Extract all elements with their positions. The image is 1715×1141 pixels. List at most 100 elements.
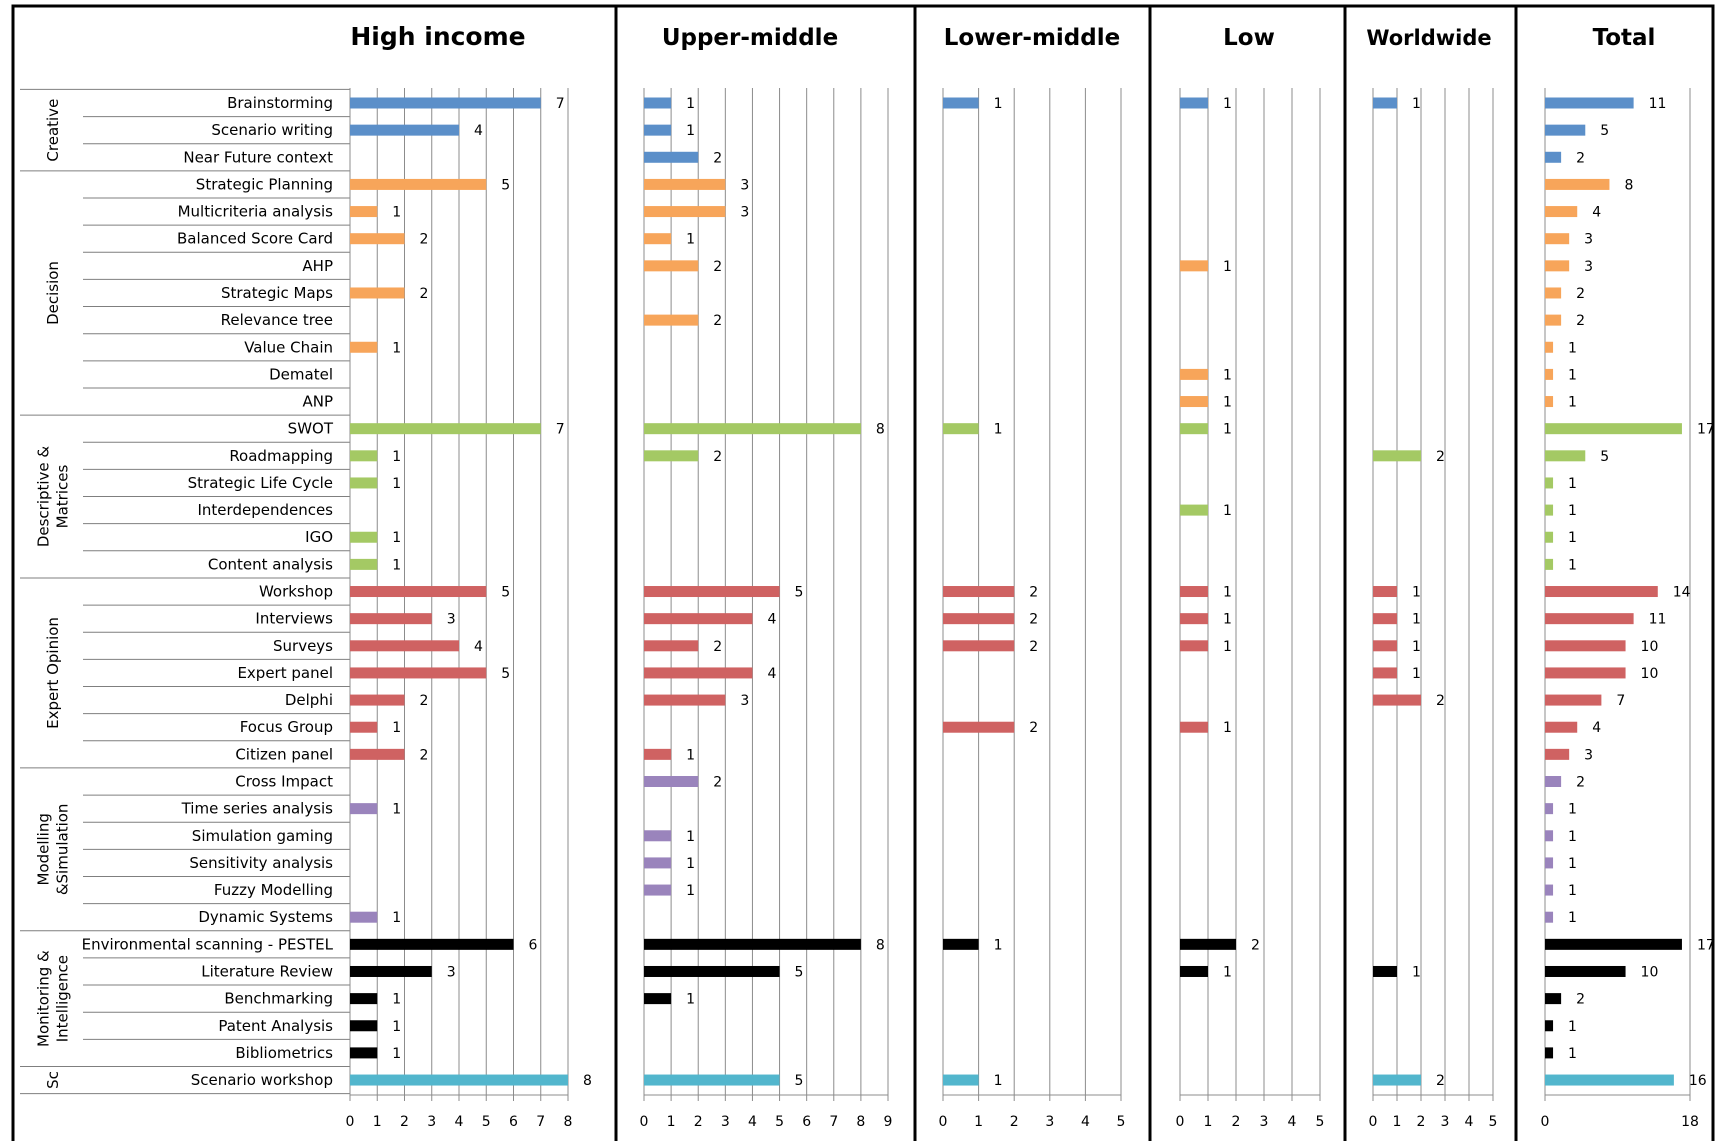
category-label: Interdependences — [198, 501, 334, 519]
bar — [350, 531, 378, 543]
data-label: 3 — [740, 205, 749, 221]
data-label: 1 — [392, 205, 401, 221]
tick-label: 5 — [1316, 1114, 1325, 1130]
data-label: 1 — [686, 96, 695, 112]
category-label: Strategic Planning — [196, 175, 333, 193]
data-label: 8 — [876, 422, 885, 438]
data-label: 8 — [1624, 177, 1633, 193]
bar — [644, 423, 861, 435]
panel-high-income: High income 0 1 2 3 4 5 6 7 8 7 4 5 1 2 2 1 7 1 1 1 1 5 3 4 5 2 1 2 1… — [346, 22, 592, 1130]
data-label: 1 — [1568, 910, 1577, 926]
tick-label: 1 — [1393, 1114, 1402, 1130]
data-label: 5 — [501, 177, 510, 193]
bar — [644, 206, 726, 218]
data-label: 1 — [1568, 802, 1577, 818]
category-label: Literature Review — [201, 962, 333, 980]
category-label: Dynamic Systems — [198, 908, 333, 926]
bar — [1545, 287, 1562, 299]
category-label: ANP — [302, 393, 333, 411]
tick-label: 3 — [427, 1114, 436, 1130]
panel-title: Upper-middle — [662, 25, 838, 51]
bar — [350, 911, 378, 923]
bar — [1545, 1074, 1674, 1086]
data-label: 4 — [767, 612, 776, 628]
bar — [1180, 423, 1208, 435]
data-label: 14 — [1673, 585, 1691, 601]
bar — [943, 613, 1015, 625]
bar — [1180, 260, 1208, 272]
data-label: 2 — [1436, 449, 1445, 465]
bar — [1545, 586, 1658, 598]
data-label: 1 — [686, 856, 695, 872]
data-label: 7 — [556, 96, 565, 112]
tick-label: 6 — [802, 1114, 811, 1130]
tick-label: 3 — [1045, 1114, 1054, 1130]
bar — [1545, 558, 1554, 570]
bar — [1545, 423, 1682, 435]
bar — [644, 178, 726, 190]
tick-label: 8 — [564, 1114, 573, 1130]
data-label: 1 — [392, 449, 401, 465]
tick-label: 7 — [829, 1114, 838, 1130]
bar — [1545, 667, 1626, 679]
data-label: 2 — [713, 775, 722, 791]
data-label: 6 — [529, 937, 538, 953]
bar — [644, 450, 699, 462]
group-label: &Simulation — [54, 804, 72, 896]
category-label: Brainstorming — [227, 94, 333, 112]
tick-label: 0 — [1369, 1114, 1378, 1130]
group-label: Sc — [44, 1071, 62, 1089]
category-label: Strategic Life Cycle — [188, 474, 333, 492]
bar — [350, 993, 378, 1005]
tick-label: 3 — [1260, 1114, 1269, 1130]
data-label: 4 — [1592, 720, 1601, 736]
group-labels: Creative Decision Descriptive & Matrices Exp… — [35, 99, 72, 1089]
data-label: 1 — [686, 232, 695, 248]
panel-title: Total — [1593, 25, 1656, 51]
category-labels: Brainstorming Scenario writing Near Future… — [82, 94, 334, 1089]
data-label: 3 — [447, 612, 456, 628]
bar — [1545, 993, 1562, 1005]
data-label: 2 — [1029, 639, 1038, 655]
category-label: SWOT — [288, 420, 334, 438]
bar — [1545, 1020, 1554, 1032]
panel-upper-middle: Upper-middle 0 1 2 3 4 5 6 7 8 9 1 1 2 3 3 1 2 2 8 2 5 4 2 4 3 1 2 1… — [640, 25, 893, 1130]
data-label: 1 — [392, 1019, 401, 1035]
bar — [350, 803, 378, 815]
data-label: 2 — [713, 259, 722, 275]
bar — [1180, 97, 1208, 109]
bar — [1545, 341, 1554, 353]
data-label: 1 — [1223, 259, 1232, 275]
tick-label: 3 — [1441, 1114, 1450, 1130]
data-label: 3 — [1584, 747, 1593, 763]
data-label: 2 — [420, 232, 429, 248]
category-label: Patent Analysis — [218, 1017, 333, 1035]
bar — [644, 776, 699, 787]
tick-label: 1 — [974, 1114, 983, 1130]
bar — [350, 423, 541, 435]
data-label: 17 — [1697, 422, 1715, 438]
data-label: 2 — [420, 693, 429, 709]
bar — [1545, 124, 1586, 136]
data-label: 1 — [1223, 585, 1232, 601]
bar — [350, 287, 405, 299]
bar — [1545, 1047, 1554, 1059]
bar — [1373, 613, 1397, 625]
bar — [1373, 1074, 1421, 1086]
bar — [1545, 233, 1570, 245]
tick-label: 18 — [1681, 1114, 1699, 1130]
data-label: 3 — [1584, 259, 1593, 275]
data-label: 1 — [1568, 557, 1577, 573]
data-label: 1 — [1223, 96, 1232, 112]
category-label: Content analysis — [208, 555, 333, 573]
data-label: 7 — [556, 422, 565, 438]
data-label: 2 — [1576, 286, 1585, 302]
panel-title: Worldwide — [1366, 26, 1491, 50]
data-label: 10 — [1641, 964, 1659, 980]
tick-label: 5 — [1117, 1114, 1126, 1130]
category-label: Balanced Score Card — [177, 230, 333, 248]
category-label: Environmental scanning - PESTEL — [82, 935, 334, 953]
category-label: Scenario workshop — [191, 1071, 333, 1089]
